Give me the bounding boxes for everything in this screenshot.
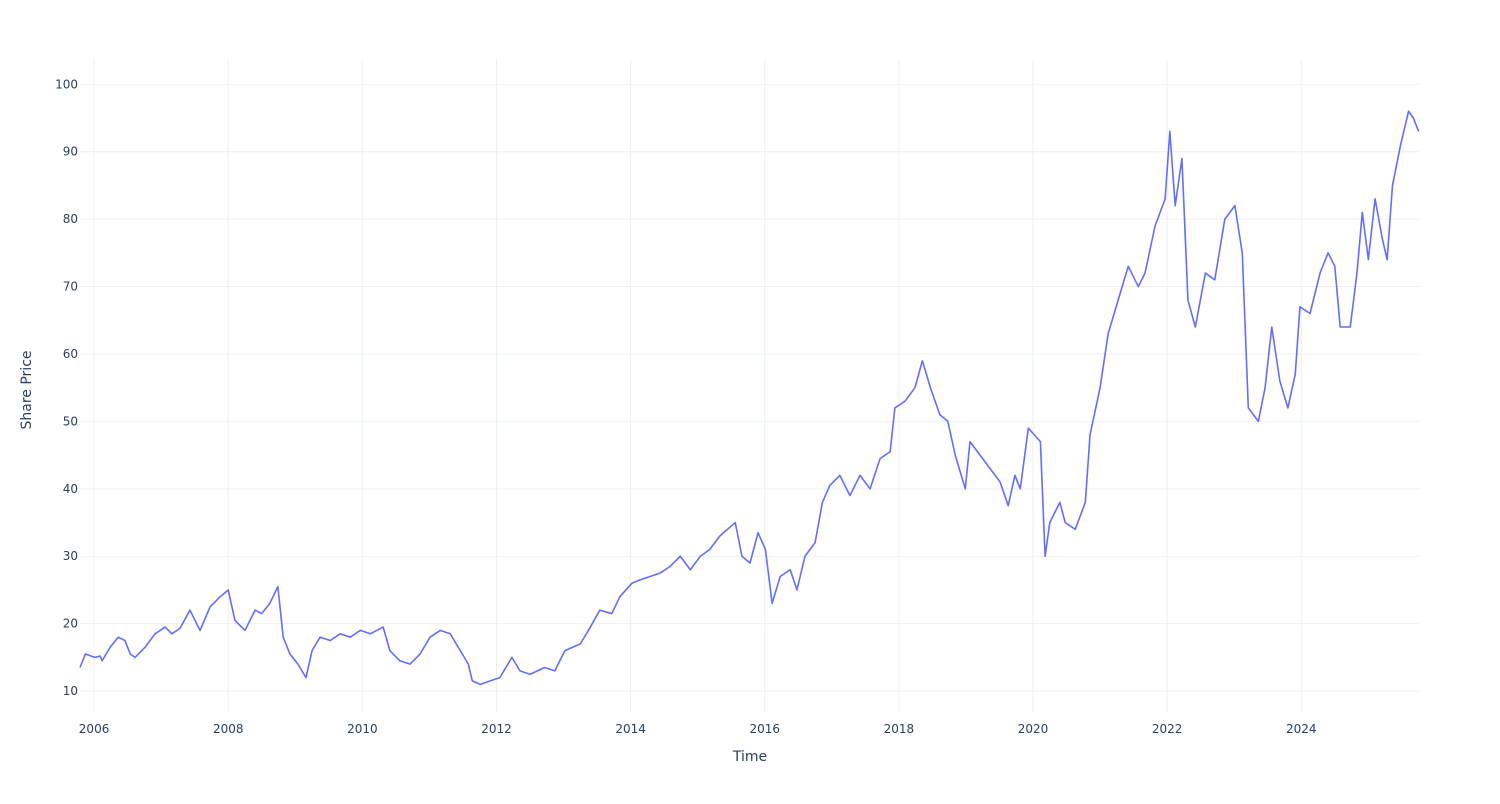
plot-area [79, 110, 1420, 686]
y-tick-label: 20 [63, 617, 78, 631]
x-tick-label: 2018 [884, 722, 915, 736]
y-axis-title: Share Price [19, 350, 35, 429]
x-tick-label: 2010 [347, 722, 378, 736]
y-tick-label: 70 [63, 280, 78, 294]
y-tick-label: 50 [63, 414, 78, 428]
price-line [79, 110, 1420, 686]
x-tick-label: 2024 [1286, 722, 1317, 736]
x-tick-label: 2014 [615, 722, 646, 736]
y-tick-label: 80 [63, 212, 78, 226]
y-tick-label: 40 [63, 482, 78, 496]
x-tick-label: 2022 [1152, 722, 1183, 736]
y-tick-label: 10 [63, 684, 78, 698]
x-tick-label: 2008 [213, 722, 244, 736]
grid [80, 60, 1420, 712]
x-axis-title: Time [732, 749, 767, 765]
y-tick-label: 90 [63, 145, 78, 159]
y-tick-label: 30 [63, 549, 78, 563]
x-tick-label: 2006 [79, 722, 110, 736]
x-tick-label: 2016 [749, 722, 780, 736]
x-tick-label: 2012 [481, 722, 512, 736]
x-tick-label: 2020 [1018, 722, 1049, 736]
y-tick-label: 60 [63, 347, 78, 361]
y-tick-label: 100 [55, 77, 78, 91]
